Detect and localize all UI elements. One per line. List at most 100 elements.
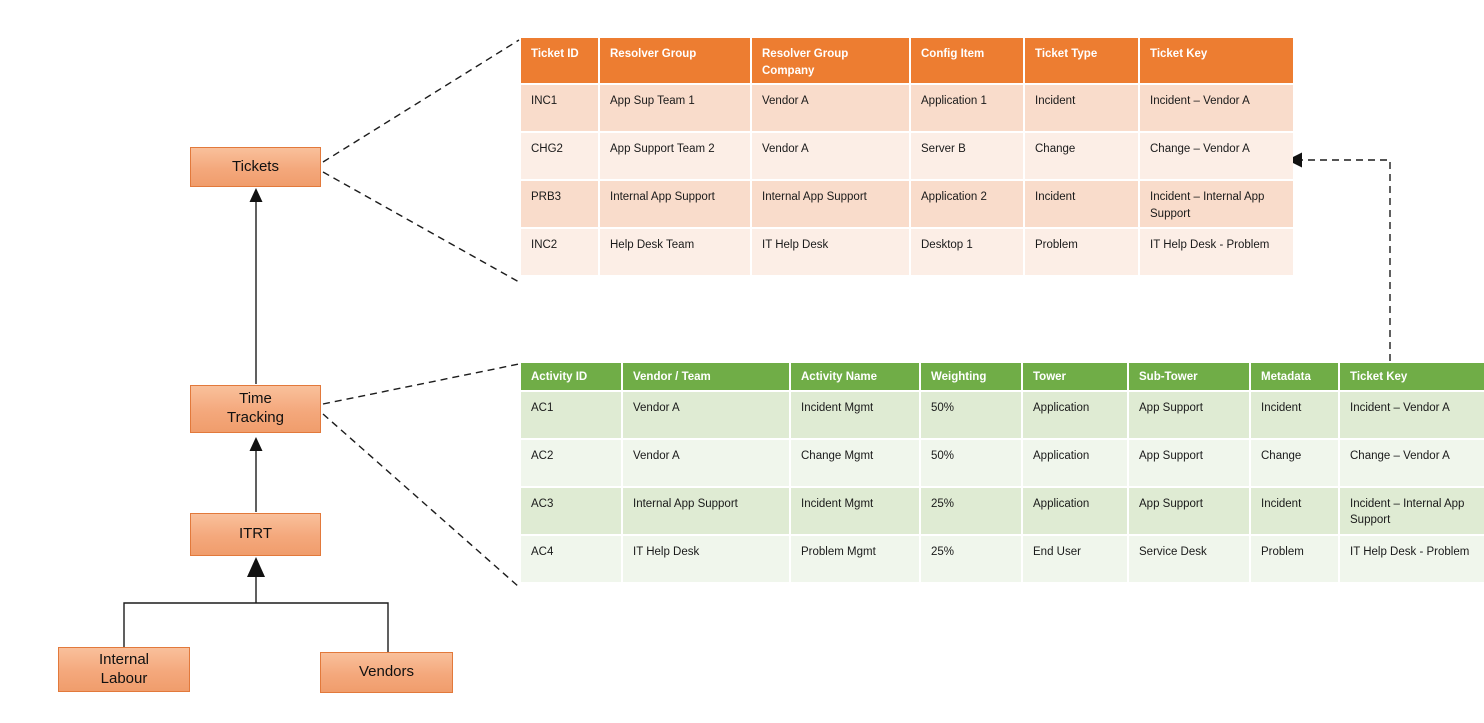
table-cell: Change – Vendor A <box>1140 133 1293 180</box>
table-cell: Incident Mgmt <box>791 391 919 438</box>
table-cell: Incident – Internal App Support <box>1340 487 1484 534</box>
table-cell: INC1 <box>521 85 598 132</box>
dashed-link-ticket-key-to-tickets-row <box>1302 159 1391 361</box>
table-cell: IT Help Desk - Problem <box>1340 535 1484 582</box>
table-cell: Incident Mgmt <box>791 487 919 534</box>
dashed-link-tickets-to-table-top <box>322 39 520 163</box>
activities-table: Activity ID Vendor / Team Activity Name Wei… <box>519 361 1484 584</box>
table-cell: Desktop 1 <box>911 229 1023 276</box>
table-cell: 50% <box>921 439 1021 486</box>
table-cell: Vendor A <box>752 85 909 132</box>
table-cell: IT Help Desk <box>623 535 789 582</box>
node-internal-labour: Internal Labour <box>58 647 190 692</box>
column-header: Weighting <box>921 363 1021 390</box>
table-row: PRB3 Internal App Support Internal App Sup… <box>521 181 1293 228</box>
tree-connector-line <box>123 602 389 652</box>
table-cell: AC4 <box>521 535 621 582</box>
table-cell: Vendor A <box>623 439 789 486</box>
node-vendors-label: Vendors <box>358 663 415 681</box>
tickets-table: Ticket ID Resolver Group Resolver Group Co… <box>519 36 1295 277</box>
column-header: Ticket Key <box>1340 363 1484 390</box>
node-internal-labour-label: Internal Labour <box>98 650 150 687</box>
table-cell: Change Mgmt <box>791 439 919 486</box>
table-cell: Problem Mgmt <box>791 535 919 582</box>
table-cell: Incident – Vendor A <box>1340 391 1484 438</box>
column-header: Sub-Tower <box>1129 363 1249 390</box>
table-cell: Application <box>1023 391 1127 438</box>
table-cell: End User <box>1023 535 1127 582</box>
table-cell: IT Help Desk - Problem <box>1140 229 1293 276</box>
column-header: Vendor / Team <box>623 363 789 390</box>
table-cell: Internal App Support <box>600 181 750 228</box>
node-itrt-label: ITRT <box>238 525 273 543</box>
table-cell: Change – Vendor A <box>1340 439 1484 486</box>
table-cell: Change <box>1025 133 1138 180</box>
table-cell: Internal App Support <box>623 487 789 534</box>
table-row: CHG2 App Support Team 2 Vendor A Server B Ch… <box>521 133 1293 180</box>
table-row: AC3 Internal App Support Incident Mgmt 25% A… <box>521 487 1484 534</box>
table-cell: INC2 <box>521 229 598 276</box>
table-cell: Application 2 <box>911 181 1023 228</box>
table-row: INC1 App Sup Team 1 Vendor A Application 1 I… <box>521 85 1293 132</box>
column-header: Activity ID <box>521 363 621 390</box>
table-cell: Server B <box>911 133 1023 180</box>
arrowhead-itrt-to-time-tracking <box>249 437 263 451</box>
table-cell: CHG2 <box>521 133 598 180</box>
table-cell: Incident <box>1025 181 1138 228</box>
column-header: Resolver Group <box>600 38 750 84</box>
node-tickets-label: Tickets <box>232 157 279 175</box>
table-cell: Incident – Internal App Support <box>1140 181 1293 228</box>
table-cell: PRB3 <box>521 181 598 228</box>
table-cell: IT Help Desk <box>752 229 909 276</box>
column-header: Metadata <box>1251 363 1338 390</box>
table-cell: Vendor A <box>623 391 789 438</box>
table-cell: App Sup Team 1 <box>600 85 750 132</box>
table-cell: Service Desk <box>1129 535 1249 582</box>
header-row: Ticket ID Resolver Group Resolver Group Co… <box>521 38 1293 84</box>
table-cell: Application <box>1023 439 1127 486</box>
table-cell: 50% <box>921 391 1021 438</box>
column-header: Resolver Group Company <box>752 38 909 84</box>
table-cell: Incident <box>1251 391 1338 438</box>
column-header: Config Item <box>911 38 1023 84</box>
table-cell: App Support Team 2 <box>600 133 750 180</box>
table-cell: AC1 <box>521 391 621 438</box>
table-cell: App Support <box>1129 487 1249 534</box>
column-header: Ticket Type <box>1025 38 1138 84</box>
table-cell: AC3 <box>521 487 621 534</box>
table-cell: Incident <box>1251 487 1338 534</box>
node-tickets: Tickets <box>190 147 321 187</box>
table-row: AC2 Vendor A Change Mgmt 50% Application App … <box>521 439 1484 486</box>
arrowhead-time-tracking-to-tickets <box>249 188 263 202</box>
dashed-link-time-tracking-to-table-top <box>322 363 520 405</box>
header-row: Activity ID Vendor / Team Activity Name Wei… <box>521 363 1484 390</box>
column-header: Tower <box>1023 363 1127 390</box>
table-cell: 25% <box>921 487 1021 534</box>
table-row: AC4 IT Help Desk Problem Mgmt 25% End User Se… <box>521 535 1484 582</box>
table-cell: Application 1 <box>911 85 1023 132</box>
table-cell: Internal App Support <box>752 181 909 228</box>
column-header: Ticket Key <box>1140 38 1293 84</box>
table-cell: Problem <box>1251 535 1338 582</box>
column-header: Ticket ID <box>521 38 598 84</box>
table-cell: App Support <box>1129 439 1249 486</box>
table-cell: Incident – Vendor A <box>1140 85 1293 132</box>
table-cell: AC2 <box>521 439 621 486</box>
node-itrt: ITRT <box>190 513 321 556</box>
column-header: Activity Name <box>791 363 919 390</box>
node-time-tracking-label: Time Tracking <box>227 390 284 426</box>
dashed-link-time-tracking-to-table-bottom <box>322 413 520 588</box>
table-cell: Change <box>1251 439 1338 486</box>
node-time-tracking: Time Tracking <box>190 385 321 433</box>
dashed-link-tickets-to-table-bottom <box>322 171 520 283</box>
table-row: AC1 Vendor A Incident Mgmt 50% Application Ap… <box>521 391 1484 438</box>
table-cell: 25% <box>921 535 1021 582</box>
table-cell: Help Desk Team <box>600 229 750 276</box>
arrowhead-ticket-key-link <box>1287 152 1302 168</box>
table-cell: Problem <box>1025 229 1138 276</box>
table-cell: Application <box>1023 487 1127 534</box>
node-vendors: Vendors <box>320 652 453 693</box>
